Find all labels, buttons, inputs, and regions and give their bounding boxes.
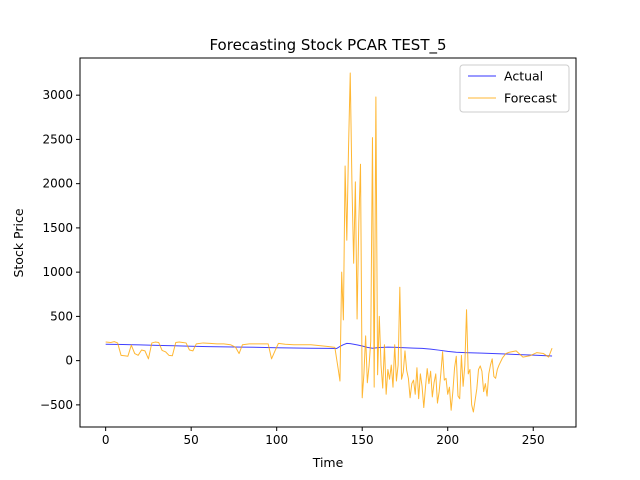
legend-label-forecast: Forecast: [504, 91, 557, 106]
y-tick-label: 500: [50, 309, 73, 323]
axes: 0 50 100 150 200 250 −500 0 500 1000 1500 2000 2500 3…: [40, 57, 577, 447]
x-tick-label: 250: [522, 433, 545, 447]
x-tick-label: 100: [265, 433, 288, 447]
x-tick-label: 200: [436, 433, 459, 447]
y-axis-label: Stock Price: [11, 208, 26, 277]
y-tick-label: 1000: [42, 265, 73, 279]
x-tick-label: 50: [184, 433, 199, 447]
series-line-actual: [105, 342, 553, 357]
y-tick-label: 0: [65, 354, 73, 368]
y-tick-label: −500: [40, 398, 73, 412]
y-tick-label: 3000: [42, 88, 73, 102]
y-tick-label: 1500: [42, 221, 73, 235]
legend: Actual Forecast: [459, 64, 570, 113]
x-tick-label: 150: [351, 433, 374, 447]
legend-label-actual: Actual: [504, 69, 543, 84]
y-tick-label: 2500: [42, 132, 73, 146]
plot-frame: [79, 57, 577, 428]
series-line-forecast: [105, 72, 553, 413]
legend-box: [459, 64, 570, 113]
y-tick-label: 2000: [42, 177, 73, 191]
x-tick-label: 0: [102, 433, 110, 447]
chart-title: Forecasting Stock PCAR TEST_5: [209, 36, 446, 55]
x-axis-label: Time: [312, 455, 344, 470]
plot-area: [105, 72, 553, 413]
